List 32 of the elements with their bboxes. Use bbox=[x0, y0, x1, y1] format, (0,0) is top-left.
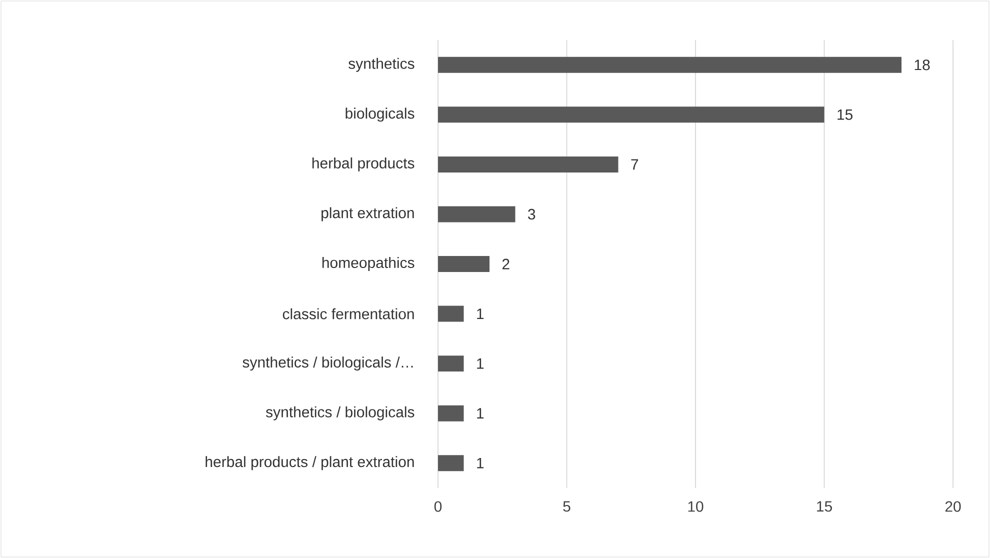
data-label: 15 bbox=[838, 109, 853, 120]
bar bbox=[438, 56, 902, 73]
y-tick-label: biologicals bbox=[346, 108, 414, 122]
data-label: 18 bbox=[914, 60, 930, 70]
y-tick-label: synthetics / biologicals bbox=[266, 406, 414, 420]
bar bbox=[438, 356, 464, 372]
bar bbox=[438, 405, 464, 422]
data-label: 1 bbox=[477, 358, 484, 369]
data-label: 7 bbox=[631, 159, 638, 170]
y-tick-label: synthetics / biologicals /… bbox=[242, 356, 413, 371]
y-tick-label: synthetics bbox=[348, 58, 414, 72]
x-tick-label: 5 bbox=[563, 501, 570, 512]
data-label: 1 bbox=[477, 458, 484, 468]
x-tick-label: 0 bbox=[434, 501, 442, 512]
y-tick-label: herbal products / plant extration bbox=[206, 456, 414, 470]
bar bbox=[438, 455, 464, 472]
bar bbox=[438, 306, 464, 322]
y-tick-label: classic fermentation bbox=[282, 308, 414, 320]
x-tick-label: 15 bbox=[817, 501, 832, 512]
data-label: 3 bbox=[528, 208, 536, 220]
x-tick-label: 20 bbox=[945, 501, 961, 512]
data-label: 2 bbox=[502, 258, 510, 270]
y-tick-label: homeopathics bbox=[322, 257, 414, 271]
y-tick-label: plant extration bbox=[322, 207, 414, 222]
bar bbox=[438, 206, 516, 222]
bar bbox=[438, 256, 490, 272]
bar bbox=[438, 156, 618, 172]
bar bbox=[438, 106, 824, 123]
y-tick-label: herbal products bbox=[312, 157, 414, 172]
data-label: 1 bbox=[477, 408, 484, 418]
x-tick-label: 10 bbox=[688, 501, 704, 512]
data-label: 1 bbox=[477, 308, 484, 319]
